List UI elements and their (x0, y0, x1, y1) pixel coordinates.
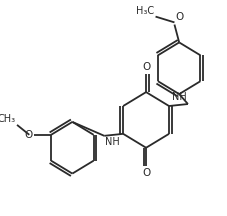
Text: O: O (25, 130, 33, 140)
Text: O: O (175, 12, 184, 22)
Text: CH₃: CH₃ (0, 114, 16, 124)
Text: O: O (142, 168, 150, 178)
Text: O: O (142, 62, 150, 72)
Text: NH: NH (172, 92, 187, 102)
Text: H₃C: H₃C (136, 6, 154, 16)
Text: NH: NH (105, 137, 120, 147)
